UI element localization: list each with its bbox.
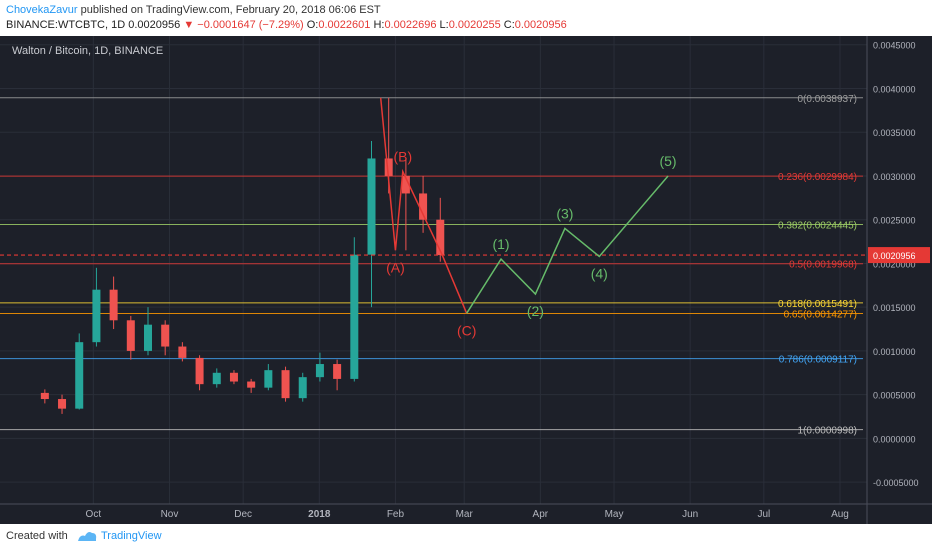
close-value: 0.0020956 bbox=[514, 19, 567, 31]
ohlc-line: BINANCE:WTCBTC, 1D 0.0020956 ▼ −0.000164… bbox=[6, 19, 567, 31]
candle-body bbox=[298, 377, 307, 399]
impulse-wave-label: (3) bbox=[556, 205, 573, 221]
down-arrow-icon: ▼ bbox=[183, 19, 195, 31]
candle-body bbox=[384, 158, 393, 176]
candle-body bbox=[195, 357, 204, 385]
candle-body bbox=[212, 372, 221, 385]
x-tick-label: Nov bbox=[161, 509, 179, 520]
y-tick-label: 0.0035000 bbox=[873, 128, 916, 138]
y-tick-label: 0.0005000 bbox=[873, 391, 916, 401]
chart-title: Walton / Bitcoin, 1D, BINANCE bbox=[12, 45, 163, 57]
fib-level-label: 0.65(0.0014277) bbox=[784, 310, 857, 321]
candle-body bbox=[40, 392, 49, 400]
y-tick-label: 0.0045000 bbox=[873, 41, 916, 51]
impulse-wave-label: (4) bbox=[591, 265, 608, 281]
x-tick-label: Jul bbox=[757, 509, 770, 520]
low-value: 0.0020255 bbox=[448, 19, 501, 31]
candle-body bbox=[401, 175, 410, 194]
open-value: 0.0022601 bbox=[318, 19, 371, 31]
candle-body bbox=[126, 320, 135, 351]
x-tick-label: May bbox=[605, 509, 624, 520]
x-tick-label: Aug bbox=[831, 509, 849, 520]
x-tick-label: Jun bbox=[682, 509, 698, 520]
candle-body bbox=[143, 324, 152, 351]
chart-header: ChovekaZavur published on TradingView.co… bbox=[0, 0, 932, 36]
correction-wave-line bbox=[379, 97, 468, 314]
candle-body bbox=[281, 370, 290, 399]
x-tick-label: 2018 bbox=[308, 509, 331, 520]
candle-body bbox=[58, 399, 67, 409]
candle-body bbox=[419, 193, 428, 220]
candle-body bbox=[109, 289, 118, 321]
correction-wave-label: (A) bbox=[386, 259, 405, 275]
candle-body bbox=[367, 158, 376, 255]
x-tick-label: Mar bbox=[456, 509, 474, 520]
high-label: H: bbox=[373, 19, 385, 31]
publish-info: ChovekaZavur published on TradingView.co… bbox=[6, 4, 381, 16]
tradingview-logo-icon bbox=[78, 532, 97, 541]
current-price-label: 0.0020956 bbox=[873, 251, 916, 261]
x-tick-label: Apr bbox=[533, 509, 549, 520]
created-with-label: Created with bbox=[6, 530, 68, 542]
candle-body bbox=[92, 289, 101, 343]
author-link[interactable]: ChovekaZavur bbox=[6, 4, 78, 16]
fib-level-label: 0.236(0.0029984) bbox=[778, 172, 857, 183]
tradingview-link[interactable]: TradingView bbox=[101, 530, 162, 542]
candle-body bbox=[178, 346, 187, 358]
impulse-wave-label: (5) bbox=[659, 153, 676, 169]
candle-body bbox=[333, 364, 342, 379]
candle-body bbox=[161, 324, 170, 347]
x-tick-label: Feb bbox=[387, 509, 405, 520]
impulse-wave-label: (1) bbox=[492, 236, 509, 252]
impulse-wave-line bbox=[466, 175, 669, 314]
y-tick-label: 0.0020000 bbox=[873, 259, 916, 269]
close-label: C: bbox=[503, 19, 515, 31]
x-tick-label: Dec bbox=[234, 509, 252, 520]
y-tick-label: 0.0015000 bbox=[873, 303, 916, 313]
y-tick-label: 0.0030000 bbox=[873, 172, 916, 182]
y-tick-label: 0.0010000 bbox=[873, 347, 916, 357]
price-chart[interactable]: 0.0045000 0.0040000 0.0035000 0.0030000 0.00… bbox=[0, 36, 932, 524]
last-price: 0.0020956 bbox=[128, 19, 181, 31]
price-change: −0.0001647 (−7.29%) bbox=[197, 19, 304, 31]
candle-body bbox=[229, 372, 238, 382]
fib-level-label: 1(0.0000998) bbox=[798, 426, 858, 437]
symbol-label: BINANCE:WTCBTC, 1D bbox=[6, 19, 126, 31]
fib-level-label: 0.382(0.0024445) bbox=[778, 221, 857, 232]
high-value: 0.0022696 bbox=[384, 19, 437, 31]
low-label: L: bbox=[439, 19, 449, 31]
fib-level-label: 0.786(0.0009117) bbox=[779, 355, 857, 366]
y-tick-label: 0.0025000 bbox=[873, 216, 916, 226]
candle-body bbox=[436, 219, 445, 256]
current-price-tag bbox=[868, 247, 930, 264]
fib-level-label: 0.618(0.0015491) bbox=[778, 299, 857, 310]
published-text: published on TradingView.com, February 2… bbox=[80, 4, 381, 16]
candle-body bbox=[315, 364, 324, 378]
open-label: O: bbox=[306, 19, 319, 31]
chart-area[interactable]: 0.0045000 0.0040000 0.0035000 0.0030000 0.00… bbox=[0, 36, 932, 524]
chart-footer: Created with TradingView bbox=[0, 524, 932, 550]
y-tick-label: 0.0000000 bbox=[873, 434, 916, 444]
impulse-wave-label: (2) bbox=[527, 303, 544, 319]
fib-level-label: 0.5(0.0019968) bbox=[789, 260, 857, 271]
candle-body bbox=[264, 370, 273, 388]
y-tick-label: 0.0040000 bbox=[873, 84, 916, 94]
y-tick-label: -0.0005000 bbox=[873, 478, 919, 488]
candle-body bbox=[350, 254, 359, 379]
correction-wave-label: (B) bbox=[393, 149, 412, 165]
correction-wave-label: (C) bbox=[457, 322, 476, 338]
candle-body bbox=[247, 381, 256, 388]
candle-body bbox=[75, 342, 84, 409]
fib-level-label: 0(0.0038937) bbox=[798, 94, 858, 105]
x-tick-label: Oct bbox=[86, 509, 102, 520]
